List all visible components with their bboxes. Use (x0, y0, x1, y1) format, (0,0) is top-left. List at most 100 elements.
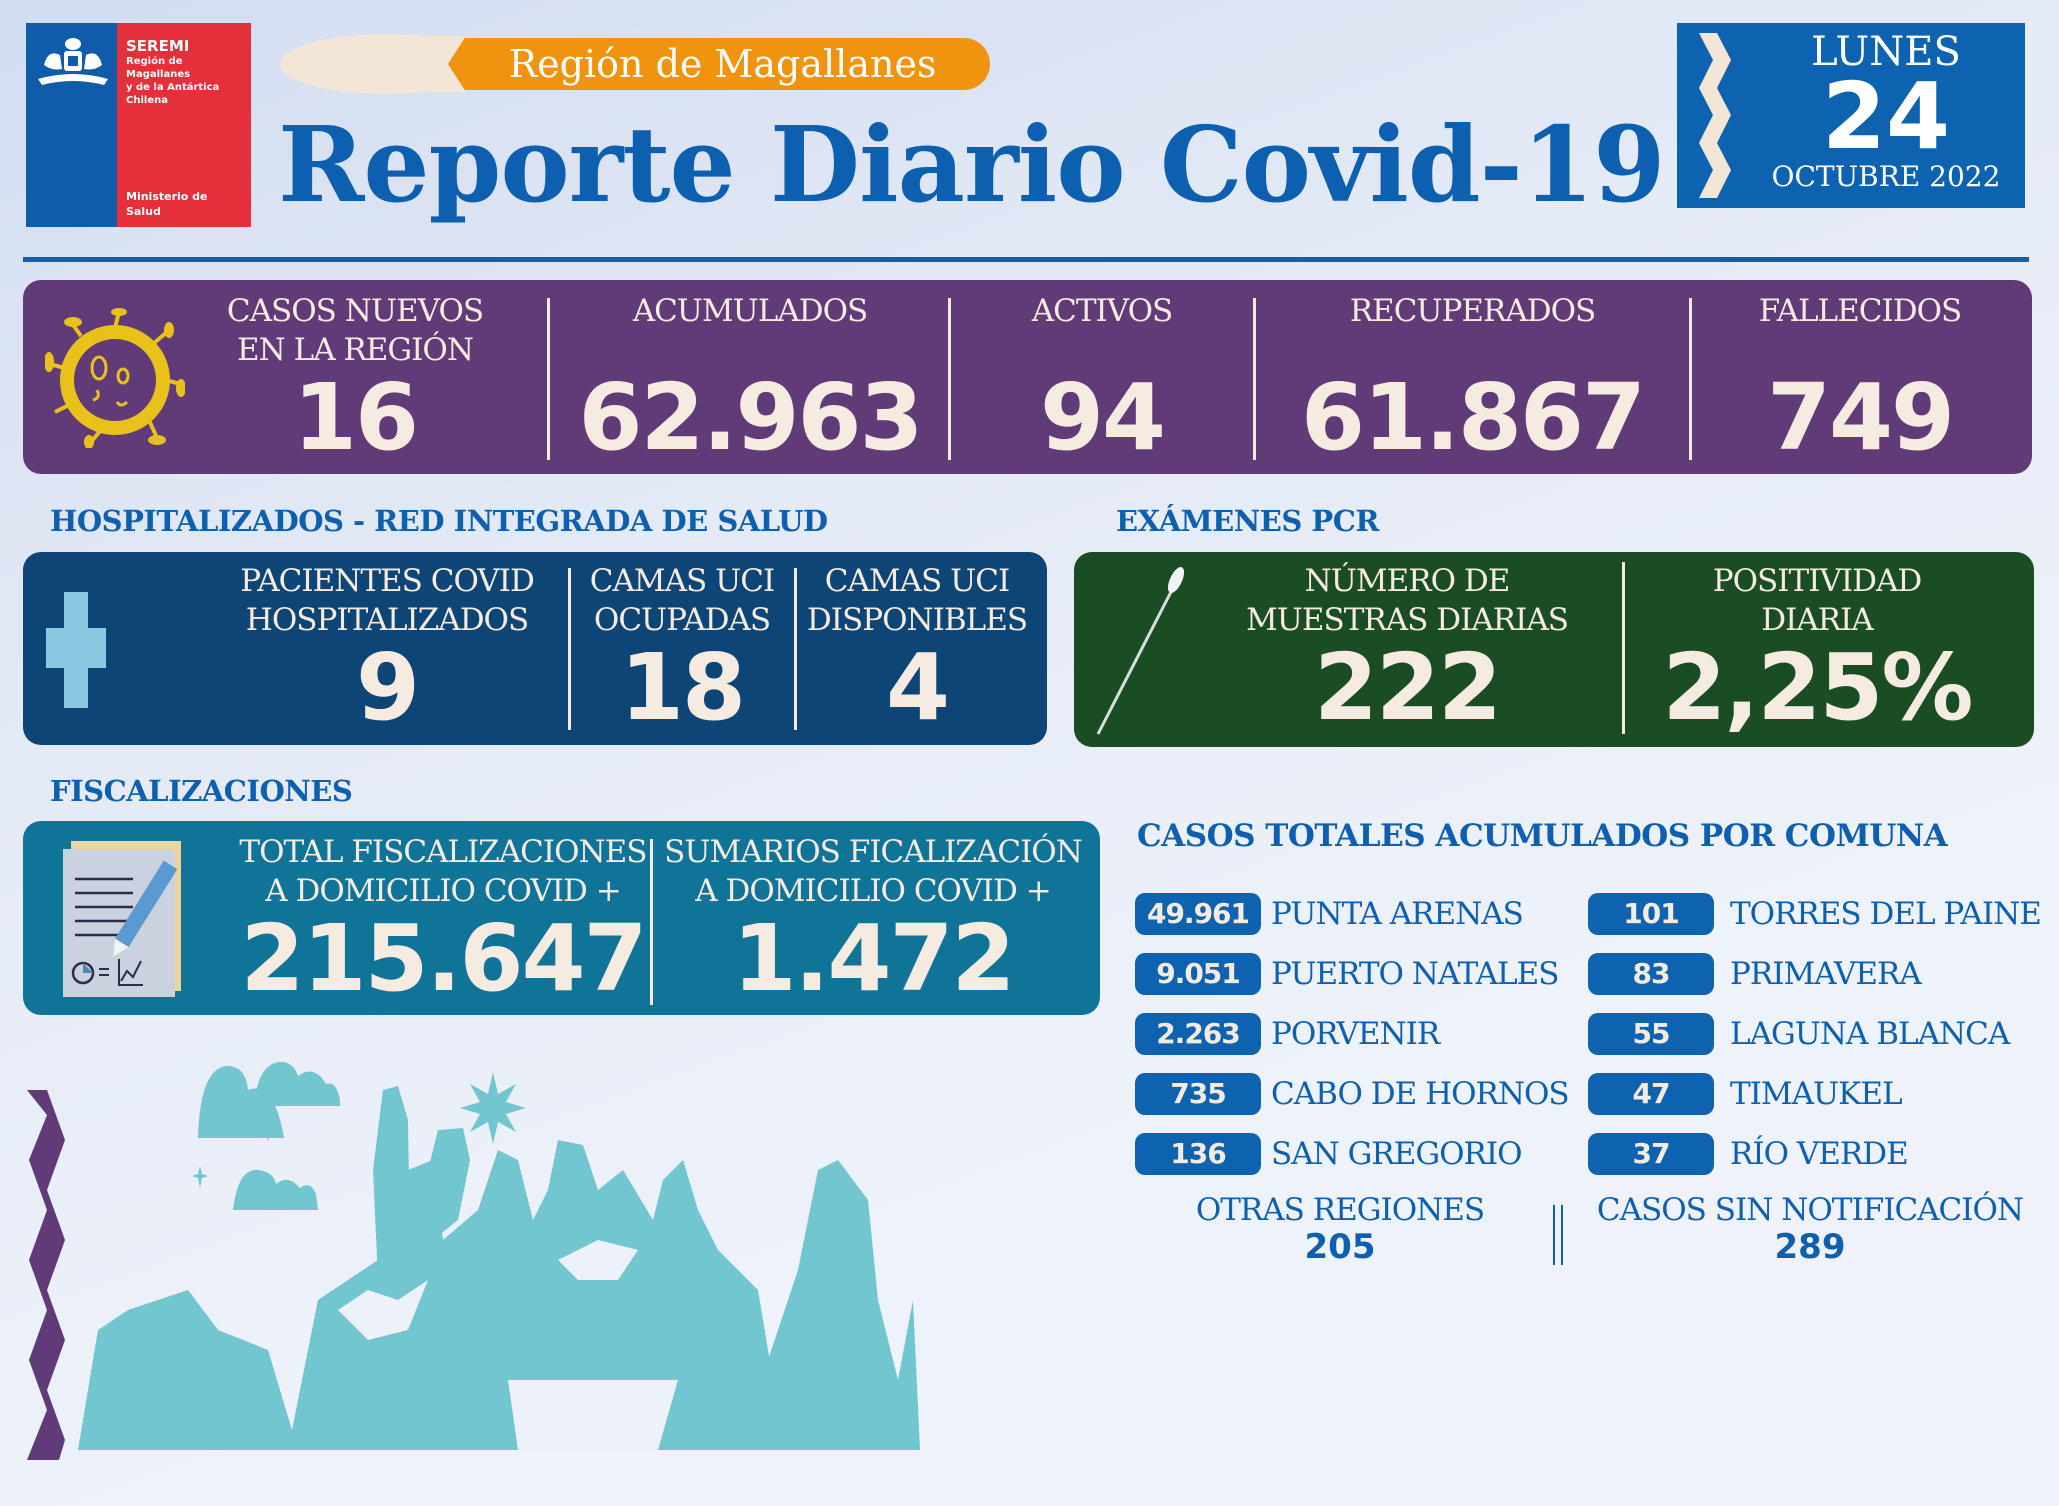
comuna-row: 101 TORRES DEL PAINE (1588, 893, 2042, 935)
stat-recuperados: RECUPERADOS 61.867 (1256, 292, 1689, 474)
fiscalizaciones-band: TOTAL FISCALIZACIONES A DOMICILIO COVID … (23, 821, 1100, 1015)
comuna-name: PRIMAVERA (1730, 956, 1922, 992)
stat-label: HOSPITALIZADOS (245, 602, 529, 638)
divider (1622, 562, 1625, 734)
sin-notificacion-label: CASOS SIN NOTIFICACIÓN (1596, 1192, 2024, 1228)
stat-label: ACTIVOS (1031, 293, 1174, 329)
comuna-count: 9.051 (1135, 953, 1261, 995)
hospital-band: PACIENTES COVID HOSPITALIZADOS 9 CAMAS U… (23, 552, 1047, 745)
divider (948, 298, 951, 460)
stat-label: NÚMERO DE (1304, 563, 1511, 599)
document-pencil-icon (63, 841, 181, 997)
stat-value: 16 (292, 364, 419, 471)
stat-value: 18 (619, 634, 746, 741)
stat-casos-nuevos: CASOS NUEVOS EN LA REGIÓN 16 (163, 292, 547, 474)
stat-camas-uci-ocupadas: CAMAS UCI OCUPADAS 18 (571, 562, 793, 745)
logo-region-3: Chilena (126, 95, 168, 106)
stat-label: FALLECIDOS (1758, 293, 1962, 329)
virus-icon (45, 308, 185, 448)
stat-sumarios: SUMARIOS FICALIZACIÓN A DOMICILIO COVID … (653, 833, 1093, 1015)
chile-coat-of-arms-icon (38, 38, 108, 85)
comuna-name: PUNTA ARENAS (1271, 896, 1524, 932)
comuna-row: 55 LAGUNA BLANCA (1588, 1013, 2010, 1055)
logo-red-panel: SEREMI Región de Magallanes y de la Antá… (117, 23, 251, 227)
stat-label: PACIENTES COVID (240, 563, 535, 599)
comuna-name: PORVENIR (1271, 1016, 1440, 1052)
stat-activos: ACTIVOS 94 (951, 292, 1253, 474)
logo-ministry-1: Ministerio de (126, 190, 208, 203)
double-divider (1553, 1205, 1563, 1265)
stat-camas-uci-disponibles: CAMAS UCI DISPONIBLES 4 (797, 562, 1037, 745)
stat-label: CAMAS UCI (589, 563, 775, 599)
pcr-band: NÚMERO DE MUESTRAS DIARIAS 222 POSITIVID… (1074, 552, 2034, 747)
medical-cross-icon (46, 592, 106, 708)
comuna-count: 735 (1135, 1073, 1261, 1115)
stat-label: DISPONIBLES (806, 602, 1028, 638)
comuna-count: 37 (1588, 1133, 1714, 1175)
stat-label: DIARIA (1761, 602, 1873, 638)
comuna-row: 49.961 PUNTA ARENAS (1135, 893, 1524, 935)
divider (1689, 298, 1692, 460)
date-day: 24 (1821, 63, 1951, 170)
stat-value: 222 (1313, 634, 1502, 741)
comuna-name: CABO DE HORNOS (1271, 1076, 1570, 1112)
stat-muestras-diarias: NÚMERO DE MUESTRAS DIARIAS 222 (1224, 562, 1590, 747)
comuna-name: RÍO VERDE (1730, 1136, 1909, 1172)
fiscalizaciones-heading: FISCALIZACIONES (50, 774, 353, 808)
sin-notificacion-value: 289 (1774, 1227, 1846, 1267)
stat-acumulados: ACUMULADOS 62.963 (550, 292, 950, 474)
comuna-count: 101 (1588, 893, 1714, 935)
seremi-logo: SEREMI Región de Magallanes y de la Antá… (26, 23, 251, 227)
header-divider (23, 257, 2029, 262)
logo-ministry: Ministerio de Salud (126, 189, 208, 219)
stat-label: MUESTRAS DIARIAS (1246, 602, 1569, 638)
stat-value: 4 (885, 634, 950, 741)
comuna-row: 37 RÍO VERDE (1588, 1133, 1909, 1175)
comuna-row: 136 SAN GREGORIO (1135, 1133, 1523, 1175)
zigzag-decoration (1699, 33, 1731, 198)
stat-positividad-diaria: POSITIVIDAD DIARIA 2,25% (1625, 562, 2009, 747)
stat-total-fiscalizaciones: TOTAL FISCALIZACIONES A DOMICILIO COVID … (223, 833, 663, 1015)
stat-value: 94 (1039, 364, 1166, 471)
page-title: Reporte Diario Covid-19 (278, 103, 1666, 226)
summary-band: CASOS NUEVOS EN LA REGIÓN 16 ACUMULADOS … (23, 280, 2032, 474)
comuna-row: 83 PRIMAVERA (1588, 953, 1922, 995)
comuna-name: LAGUNA BLANCA (1730, 1016, 2010, 1052)
comuna-count: 2.263 (1135, 1013, 1261, 1055)
comunas-heading: CASOS TOTALES ACUMULADOS POR COMUNA (1137, 818, 1948, 854)
otras-regiones-label: OTRAS REGIONES (1195, 1192, 1485, 1228)
stat-label: POSITIVIDAD (1712, 563, 1922, 599)
comuna-count: 47 (1588, 1073, 1714, 1115)
stat-label: OCUPADAS (593, 602, 771, 638)
logo-ministry-2: Salud (126, 205, 161, 218)
stat-label: EN LA REGIÓN (237, 332, 474, 368)
stat-label: RECUPERADOS (1349, 293, 1597, 329)
logo-region-1: Región de Magallanes (126, 56, 191, 80)
logo-org: SEREMI (126, 37, 190, 55)
date-box: LUNES 24 OCTUBRE 2022 (1677, 23, 2025, 208)
comuna-count: 55 (1588, 1013, 1714, 1055)
comuna-count: 136 (1135, 1133, 1261, 1175)
comuna-name: TORRES DEL PAINE (1730, 896, 2042, 932)
stat-label: A DOMICILIO COVID + (265, 873, 621, 909)
pill-notch-decoration (430, 36, 466, 92)
comuna-row: 2.263 PORVENIR (1135, 1013, 1440, 1055)
date-weekday: LUNES (1811, 29, 1961, 75)
stat-label: ACUMULADOS (632, 293, 869, 329)
stat-value: 61.867 (1300, 364, 1646, 471)
divider (794, 568, 797, 730)
logo-region-2: y de la Antártica (126, 82, 220, 93)
comuna-row: 9.051 PUERTO NATALES (1135, 953, 1559, 995)
comuna-name: TIMAUKEL (1730, 1076, 1903, 1112)
divider (1253, 298, 1256, 460)
comuna-name: PUERTO NATALES (1271, 956, 1559, 992)
divider (547, 298, 550, 460)
divider (568, 568, 571, 730)
comuna-count: 83 (1588, 953, 1714, 995)
otras-regiones: OTRAS REGIONES 205 (1170, 1192, 1510, 1266)
stat-value: 9 (355, 634, 420, 741)
region-pill: Región de Magallanes (435, 38, 990, 90)
stat-label: A DOMICILIO COVID + (695, 873, 1051, 909)
comuna-count: 49.961 (1135, 893, 1261, 935)
comuna-row: 735 CABO DE HORNOS (1135, 1073, 1570, 1115)
